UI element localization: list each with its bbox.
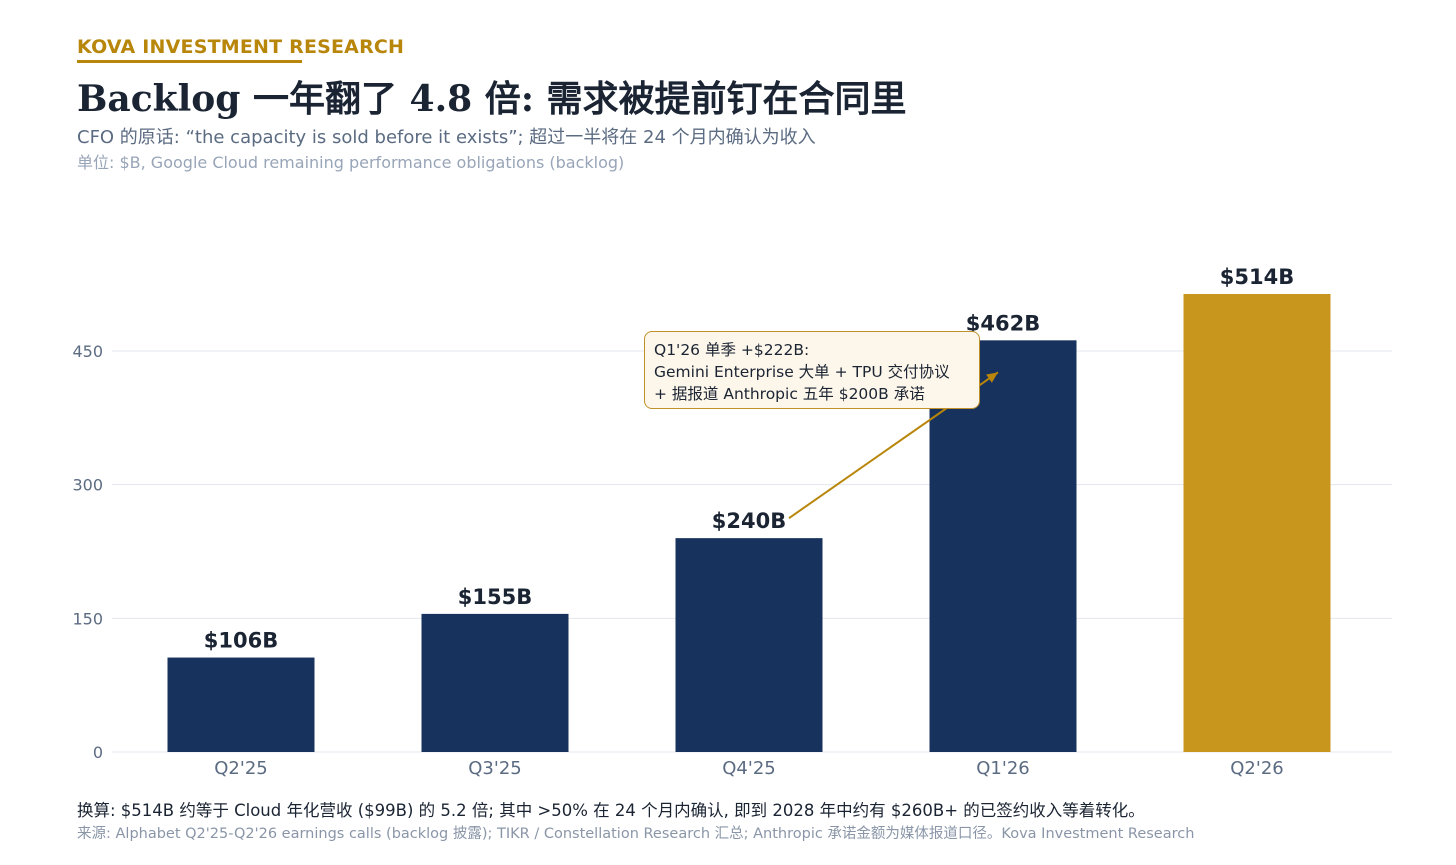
annotation-callout: Q1'26 单季 +$222B: Gemini Enterprise 大单 + … — [644, 331, 980, 409]
data-label: $155B — [458, 585, 532, 609]
annotation-line-3: + 据报道 Anthropic 五年 $200B 承诺 — [654, 385, 925, 403]
bar — [675, 538, 823, 752]
annotation-line-1: Q1'26 单季 +$222B: — [654, 341, 810, 359]
x-tick-label: Q3'25 — [468, 758, 521, 779]
y-tick-label: 150 — [72, 609, 103, 628]
data-label: $462B — [966, 311, 1040, 335]
annotation-arrow-head — [986, 372, 998, 383]
brand-underline — [77, 60, 302, 63]
data-label: $514B — [1220, 265, 1294, 289]
bar — [421, 613, 569, 752]
y-tick-label: 300 — [72, 476, 103, 495]
x-tick-label: Q2'25 — [214, 758, 267, 779]
subtitle: CFO 的原话: “the capacity is sold before it… — [77, 127, 816, 148]
footnote: 换算: $514B 约等于 Cloud 年化营收 ($99B) 的 5.2 倍;… — [77, 801, 1145, 820]
bar — [1183, 294, 1331, 752]
data-label: $106B — [204, 629, 278, 653]
x-tick-label: Q1'26 — [976, 758, 1029, 779]
bar — [167, 657, 315, 752]
x-tick-label: Q4'25 — [722, 758, 775, 779]
x-tick-label: Q2'26 — [1230, 758, 1283, 779]
y-tick-label: 0 — [93, 743, 103, 762]
annotation-line-2: Gemini Enterprise 大单 + TPU 交付协议 — [654, 363, 950, 381]
page-title: Backlog 一年翻了 4.8 倍: 需求被提前钉在合同里 — [77, 78, 907, 120]
y-tick-label: 450 — [72, 342, 103, 361]
data-label: $240B — [712, 509, 786, 533]
brand-label: KOVA INVESTMENT RESEARCH — [77, 36, 405, 58]
source-note: 来源: Alphabet Q2'25-Q2'26 earnings calls … — [77, 826, 1195, 842]
unit-note: 单位: $B, Google Cloud remaining performan… — [77, 153, 625, 172]
